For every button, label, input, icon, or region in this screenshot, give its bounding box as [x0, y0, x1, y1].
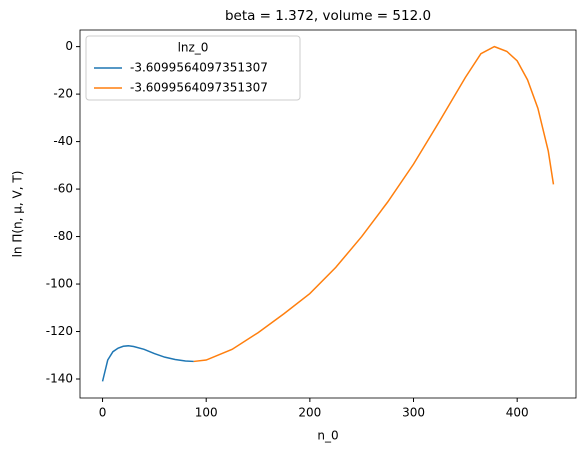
y-axis-label: ln Π(n, μ, V, T) [11, 171, 25, 258]
x-tick-label: 100 [195, 406, 218, 420]
x-axis-label: n_0 [317, 429, 338, 443]
y-tick-label: -140 [46, 372, 73, 386]
y-tick-label: -40 [53, 134, 73, 148]
legend-box [85, 35, 301, 101]
legend-label: -3.6099564097351307 [130, 61, 268, 75]
x-tick-label: 300 [402, 406, 425, 420]
x-tick-label: 0 [99, 406, 107, 420]
chart-title: beta = 1.372, volume = 512.0 [225, 8, 431, 24]
y-tick-label: -80 [53, 229, 73, 243]
legend-title: lnz_0 [178, 41, 209, 55]
series-line [193, 45, 555, 363]
x-tick-label: 400 [506, 406, 529, 420]
y-tick-label: 0 [65, 39, 73, 53]
legend-label: -3.6099564097351307 [130, 81, 268, 95]
series-line [101, 345, 194, 382]
y-tick-label: -60 [53, 182, 73, 196]
plot-frame [79, 29, 577, 399]
x-tick-label: 200 [298, 406, 321, 420]
y-tick-label: -20 [53, 87, 73, 101]
y-tick-label: -120 [46, 324, 73, 338]
y-tick-label: -100 [46, 277, 73, 291]
